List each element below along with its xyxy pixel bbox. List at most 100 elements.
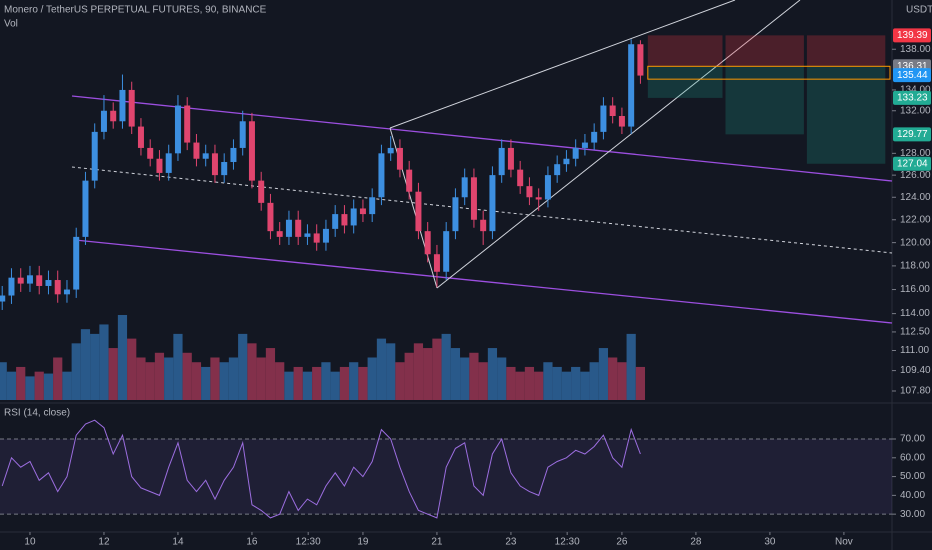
- rsi-tick-label: 50.00: [900, 471, 925, 482]
- candle-body: [128, 89, 135, 127]
- volume-bar: [312, 366, 322, 400]
- volume-bar: [182, 352, 192, 400]
- candle-body: [470, 177, 477, 220]
- candle-body: [193, 142, 200, 159]
- volume-bar: [145, 362, 155, 400]
- volume-bar: [173, 333, 183, 400]
- volume-bar: [256, 357, 266, 400]
- volume-bar: [450, 348, 461, 400]
- wedge-lower: [436, 0, 801, 289]
- y-tick-label: 114.00: [900, 308, 930, 319]
- y-tick-label: 111.00: [900, 345, 930, 356]
- candle-body: [581, 142, 588, 148]
- candle-body: [443, 231, 450, 272]
- price-tag: [893, 90, 931, 105]
- candle-body: [480, 219, 487, 232]
- candle-body: [0, 295, 6, 302]
- rsi-tick-label: 30.00: [900, 509, 925, 520]
- candle-body: [17, 277, 24, 284]
- volume-bar: [117, 315, 128, 400]
- volume-bar: [349, 362, 359, 400]
- candle-body: [341, 214, 348, 226]
- volume-bar: [506, 366, 516, 400]
- y-tick-label: 116.00: [900, 284, 930, 295]
- x-tick-label: 16: [246, 537, 258, 548]
- volume-bar: [80, 329, 91, 400]
- candle-body: [267, 202, 274, 232]
- volume-bar: [423, 348, 433, 400]
- volume-bar: [561, 371, 572, 400]
- price-tag: [893, 28, 931, 43]
- candle-body: [637, 44, 644, 76]
- candle-body: [221, 162, 228, 176]
- volume-bar: [219, 362, 229, 400]
- volume-bar: [99, 324, 109, 400]
- volume-bar: [580, 371, 590, 400]
- volume-bar: [210, 357, 220, 400]
- candle-body: [54, 280, 61, 295]
- volume-bar: [247, 343, 257, 400]
- target-zone: [806, 66, 886, 164]
- volume-bar: [136, 357, 146, 400]
- volume-bar: [441, 333, 451, 400]
- candle-body: [100, 110, 107, 132]
- candle-body: [378, 153, 385, 198]
- volume-bar: [90, 333, 100, 400]
- currency-label: USDT: [906, 5, 932, 16]
- volume-bar: [108, 348, 118, 400]
- candle-body: [591, 131, 598, 143]
- volume-bar: [598, 348, 609, 400]
- volume-label: Vol: [4, 19, 18, 30]
- y-tick-label: 124.00: [900, 192, 931, 203]
- candle-body: [544, 175, 551, 200]
- volume-bar: [191, 362, 202, 400]
- volume-bar: [127, 338, 137, 400]
- stop-zone: [725, 35, 804, 67]
- candle-body: [63, 289, 70, 295]
- volume-bar: [238, 333, 248, 400]
- candle-body: [628, 44, 635, 127]
- x-tick-label: 14: [172, 537, 184, 548]
- candle-body: [295, 219, 302, 237]
- volume-bar: [358, 366, 368, 400]
- candle-body: [387, 147, 394, 154]
- candle-body: [110, 110, 117, 122]
- x-tick-label: 12:30: [555, 537, 580, 548]
- candle-body: [156, 158, 163, 173]
- price-tag-label: 133.23: [897, 93, 928, 104]
- channel-lower: [74, 239, 893, 324]
- candle-body: [285, 219, 292, 237]
- candle-body: [258, 180, 265, 203]
- candle-body: [489, 175, 496, 232]
- volume-bar: [53, 357, 63, 400]
- volume-bar: [404, 352, 414, 400]
- candle-body: [202, 153, 209, 159]
- candle-body: [452, 197, 459, 232]
- volume-bar: [534, 371, 544, 400]
- volume-bar: [154, 352, 165, 400]
- volume-bar: [34, 371, 44, 400]
- candle-body: [600, 105, 607, 132]
- drawings: [71, 0, 893, 324]
- volume-bar: [265, 348, 276, 400]
- volume-bar: [617, 362, 627, 400]
- candle-body: [396, 147, 403, 170]
- volume-bar: [275, 362, 285, 400]
- candle-body: [165, 153, 172, 173]
- volume-bar: [469, 352, 479, 400]
- volume-bar: [552, 366, 562, 400]
- volume-bar: [589, 362, 599, 400]
- x-tick-label: 10: [24, 537, 36, 548]
- volume-bar: [284, 371, 294, 400]
- volume-bar: [413, 343, 424, 400]
- price-tag-label: 136.31: [897, 61, 928, 72]
- candle-body: [498, 147, 505, 176]
- candle-body: [304, 233, 311, 237]
- rsi-tick-label: 70.00: [900, 434, 925, 445]
- y-tick-label: 112.50: [900, 327, 930, 338]
- candle-body: [174, 105, 181, 154]
- volume-bar: [395, 362, 405, 400]
- candle-body: [8, 277, 15, 296]
